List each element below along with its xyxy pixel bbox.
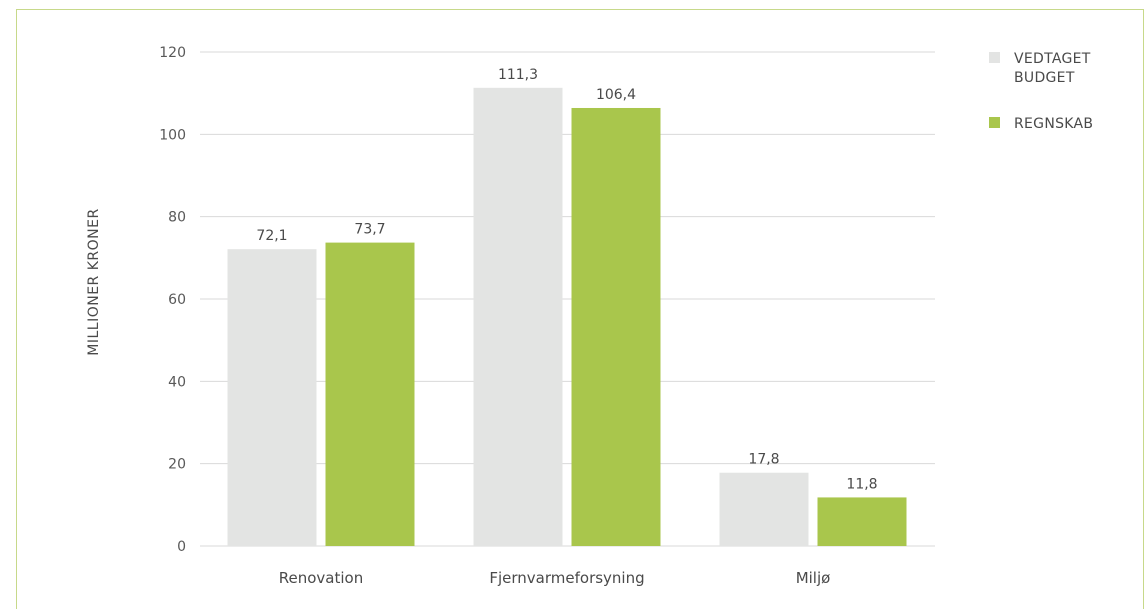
legend-swatch [989,52,1000,63]
x-tick-label: Renovation [279,569,363,587]
y-tick-label: 20 [168,457,186,473]
category-labels: Renovation Fjernvarmeforsyning Miljø [279,569,831,587]
y-tick-label: 40 [168,374,186,390]
data-label: 111,3 [498,67,538,83]
bar [571,107,661,546]
legend: VEDTAGET BUDGET REGNSKAB [989,51,1093,132]
y-tick-label: 60 [168,292,186,308]
bar [473,87,563,546]
y-axis-ticks: 0 20 40 60 80 100 120 [159,45,186,555]
gridlines [200,51,935,547]
bars [227,87,907,546]
x-tick-label: Fjernvarmeforsyning [489,569,644,587]
value-labels: 72,1 73,7 111,3 106,4 17,8 11,8 [256,67,877,493]
bar [325,242,415,546]
bar [227,249,317,546]
bar [719,472,809,546]
y-tick-label: 80 [168,210,186,226]
bar [817,497,907,546]
data-label: 72,1 [256,228,287,244]
data-label: 17,8 [748,452,779,468]
y-tick-label: 100 [159,127,186,143]
y-tick-label: 0 [177,539,186,555]
legend-swatch [989,117,1000,128]
x-tick-label: Miljø [796,569,831,587]
legend-label: VEDTAGET [1014,51,1091,67]
data-label: 11,8 [846,476,877,492]
legend-label: REGNSKAB [1014,116,1093,132]
y-tick-label: 120 [159,45,186,61]
data-label: 106,4 [596,87,636,103]
y-axis-label: MILLIONER KRONER [86,208,102,355]
data-label: 73,7 [354,222,385,238]
legend-label: BUDGET [1014,70,1075,86]
